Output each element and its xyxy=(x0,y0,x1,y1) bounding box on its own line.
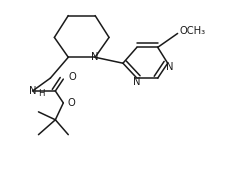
Text: O: O xyxy=(68,72,76,82)
Text: OCH₃: OCH₃ xyxy=(180,26,206,36)
Text: O: O xyxy=(67,98,75,108)
Text: N: N xyxy=(91,52,99,62)
Text: N: N xyxy=(29,86,36,96)
Text: H: H xyxy=(38,90,45,98)
Text: N: N xyxy=(133,77,141,87)
Text: N: N xyxy=(166,62,173,72)
